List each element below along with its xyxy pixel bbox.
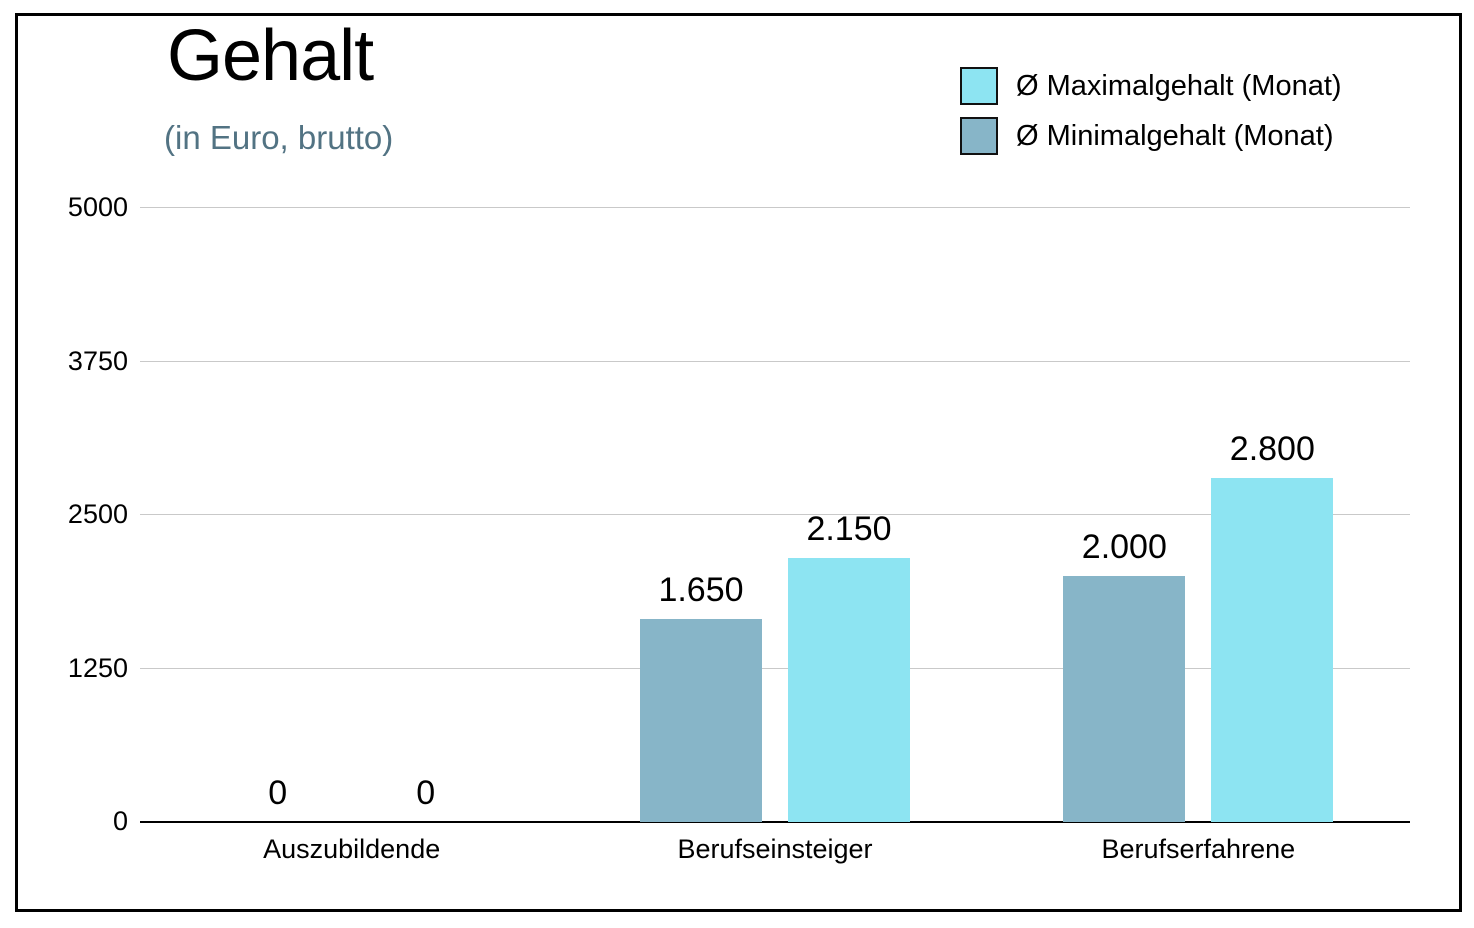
y-tick-label-5000: 5000 — [67, 192, 128, 222]
legend-item-maximalgehalt: Ø Maximalgehalt (Monat) — [960, 67, 1342, 105]
bar-min-berufserfahrene — [1063, 576, 1186, 822]
legend-label-maximalgehalt: Ø Maximalgehalt (Monat) — [1016, 69, 1342, 102]
bar-max-berufserfahrene — [1211, 478, 1334, 822]
chart-subtitle: (in Euro, brutto) — [164, 119, 394, 156]
category-label-berufseinsteiger: Berufseinsteiger — [677, 834, 873, 864]
legend: Ø Maximalgehalt (Monat) Ø Minimalgehalt … — [960, 67, 1342, 167]
category-label-auszubildende: Auszubildende — [263, 834, 441, 864]
y-tick-label-0: 0 — [112, 806, 128, 836]
bar-value-max-berufserfahrene: 2.800 — [1229, 430, 1315, 469]
bar-value-max-berufseinsteiger: 2.150 — [806, 509, 892, 548]
bar-min-berufseinsteiger — [640, 619, 762, 822]
gridline-5000 — [140, 207, 1410, 208]
bar-max-berufseinsteiger — [788, 557, 910, 822]
gridline-2500 — [140, 514, 1410, 515]
bar-value-min-berufseinsteiger: 1.650 — [658, 571, 744, 610]
bar-value-max-auszubildende: 0 — [416, 774, 436, 812]
legend-swatch-minimalgehalt — [960, 117, 998, 155]
y-tick-label-3750: 3750 — [67, 345, 128, 376]
bar-value-min-auszubildende: 0 — [268, 774, 288, 812]
legend-item-minimalgehalt: Ø Minimalgehalt (Monat) — [960, 117, 1342, 155]
y-tick-label-1250: 1250 — [67, 652, 128, 683]
gridline-1250 — [140, 667, 1410, 669]
x-axis-baseline — [140, 821, 1410, 823]
gridline-3750 — [140, 360, 1410, 362]
bar-value-min-berufserfahrene: 2.000 — [1081, 528, 1167, 567]
legend-label-minimalgehalt: Ø Minimalgehalt (Monat) — [1016, 119, 1334, 152]
chart-title: Gehalt — [167, 16, 374, 96]
category-label-berufserfahrene: Berufserfahrene — [1101, 834, 1296, 864]
y-tick-label-2500: 2500 — [67, 499, 128, 529]
legend-swatch-maximalgehalt — [960, 67, 998, 105]
